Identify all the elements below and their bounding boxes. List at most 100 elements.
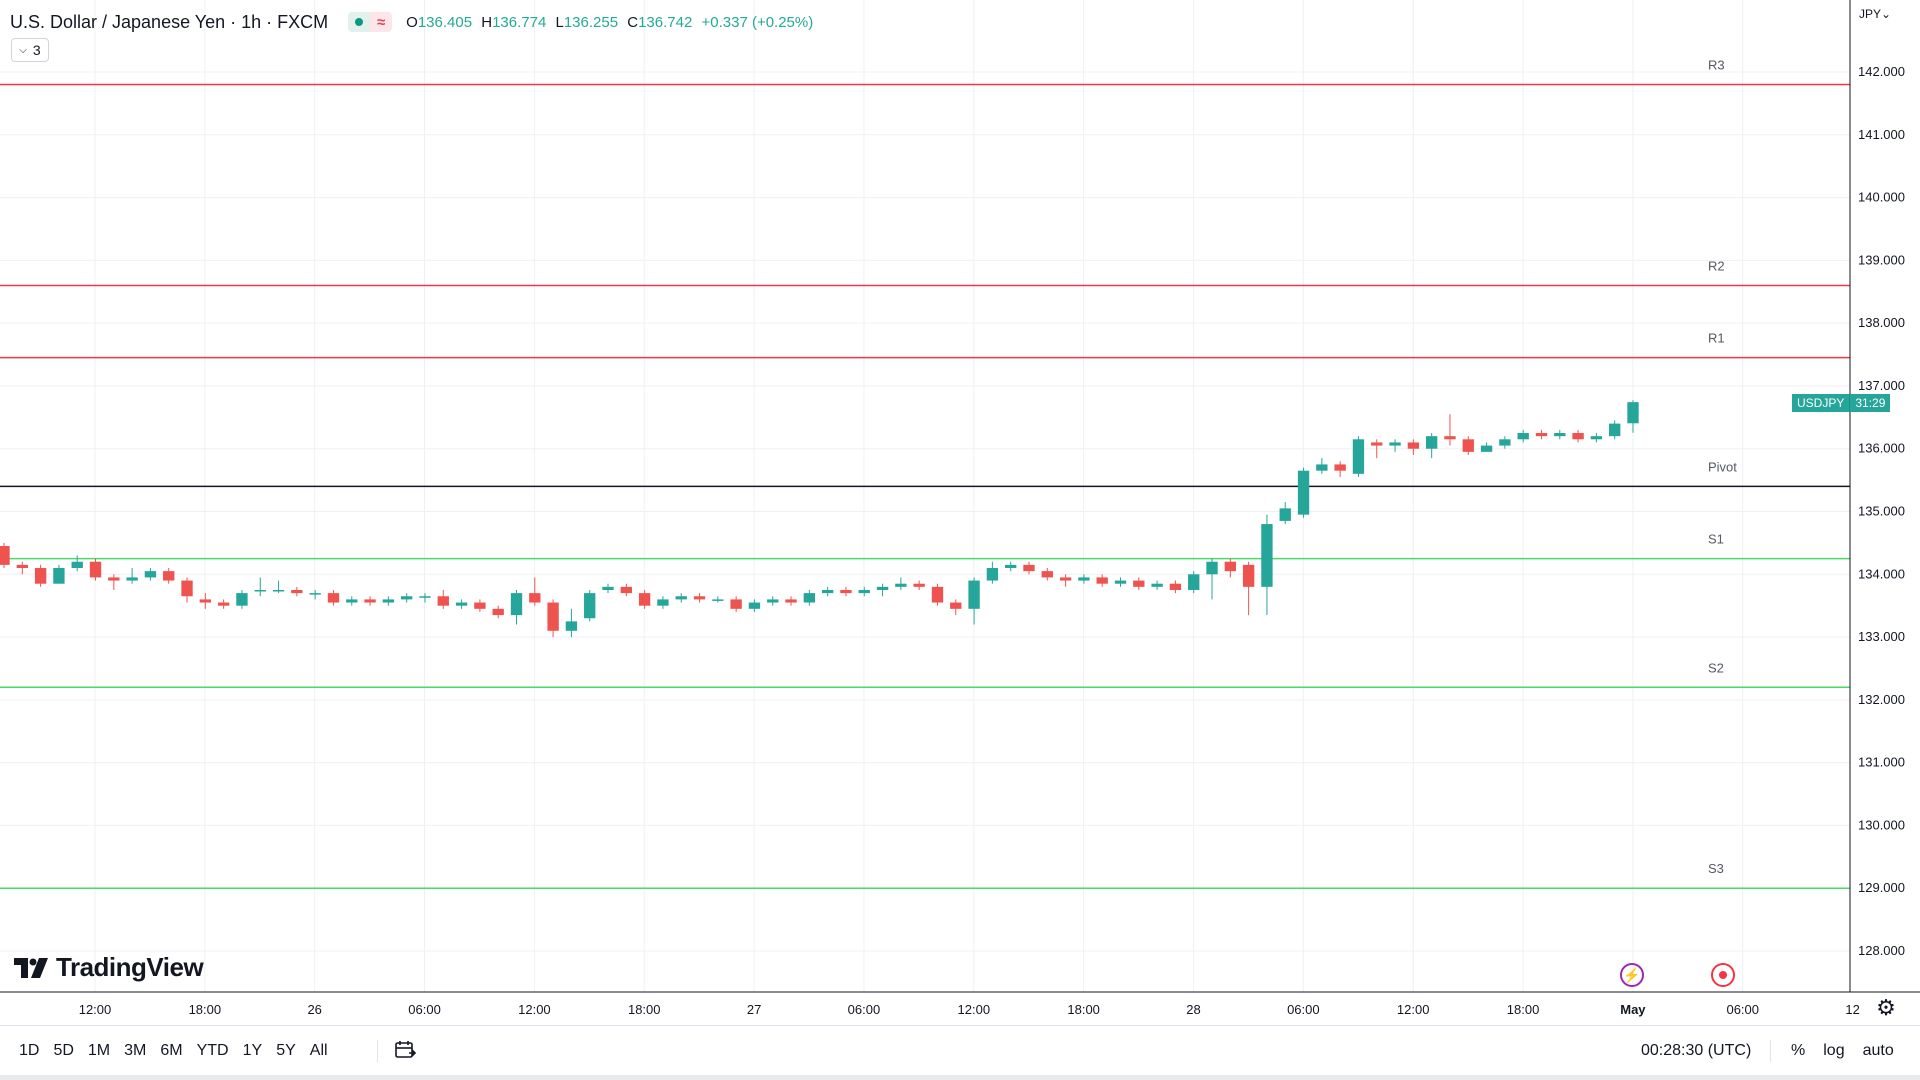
candle (419, 593, 431, 603)
candle (1407, 439, 1420, 455)
range-button-5y[interactable]: 5Y (276, 1042, 296, 1059)
candle (748, 599, 761, 612)
range-button-ytd[interactable]: YTD (196, 1042, 229, 1059)
candle (89, 558, 102, 581)
time-tick-label: 06:00 (1726, 1002, 1759, 1017)
candle (1444, 414, 1456, 446)
pivot-levels: R3 R2 R1 Pivot S1 S2 S3 (0, 58, 1850, 889)
candle (858, 586, 870, 597)
candle (71, 555, 83, 572)
time-tick-label: 06:00 (408, 1002, 441, 1017)
time-tick-label: 06:00 (848, 1002, 881, 1017)
range-button-5d[interactable]: 5D (53, 1042, 74, 1059)
candle (1261, 514, 1273, 616)
range-button-all[interactable]: All (309, 1042, 328, 1059)
gear-icon[interactable]: ⚙ (1876, 995, 1896, 1020)
candle-body (510, 593, 523, 616)
candle (53, 564, 65, 584)
candle-body (1297, 470, 1310, 515)
candle-body (547, 602, 559, 631)
candle (1078, 574, 1090, 584)
candle-body (986, 568, 999, 581)
candle-body (272, 589, 285, 592)
tradingview-logo[interactable]: TradingView (14, 952, 204, 983)
candle (0, 542, 10, 569)
candle-body (382, 599, 395, 603)
candle-body (71, 561, 83, 569)
range-button-3m[interactable]: 3M (124, 1042, 147, 1059)
candle (529, 577, 541, 606)
candle-body (565, 621, 578, 631)
lightning-event-icon[interactable]: ⚡ (1620, 963, 1644, 987)
utc-clock[interactable]: 00:28:30 (UTC) (1641, 1042, 1752, 1059)
price-tick-label: 138.000 (1858, 315, 1905, 330)
candle (1425, 433, 1438, 459)
market-open-dot-icon[interactable] (348, 12, 371, 32)
candle (1590, 433, 1603, 443)
candle (1188, 571, 1200, 594)
level-label-s2: S2 (1708, 660, 1724, 675)
candle-body (419, 596, 431, 598)
calendar-goto-icon[interactable] (394, 1040, 416, 1060)
candle-body (602, 586, 614, 590)
level-label-r2: R2 (1708, 258, 1725, 273)
candle-body (1425, 436, 1438, 449)
candle (840, 586, 852, 597)
candle (1462, 436, 1474, 455)
candle (785, 596, 797, 606)
candle-body (1499, 439, 1511, 446)
candle-body (657, 599, 669, 606)
candle-body (1352, 439, 1365, 474)
close-value: 136.742 (638, 13, 693, 31)
candle (455, 599, 468, 609)
candles (0, 400, 1639, 638)
candle-body (291, 589, 303, 594)
price-tick-label: 140.000 (1858, 190, 1905, 205)
record-event-icon[interactable] (1711, 963, 1735, 987)
symbol-title[interactable]: U.S. Dollar / Japanese Yen · 1h · FXCM (10, 11, 329, 32)
currency-selector[interactable]: JPY⌄ (1859, 7, 1891, 21)
candle (1169, 580, 1182, 594)
time-axis[interactable]: 12:00 18:00 26 06:00 12:00 18:00 27 06:00 12:00 1… (79, 1002, 1860, 1017)
time-tick-label: 18:00 (628, 1002, 661, 1017)
candle (1572, 429, 1584, 443)
date-range-buttons: 1D 5D 1M 3M 6M YTD 1Y 5Y All (12, 1026, 335, 1076)
range-button-1m[interactable]: 1M (87, 1042, 111, 1059)
candle (327, 589, 340, 606)
time-tick-label: 28 (1186, 1002, 1200, 1017)
time-tick-label: 27 (747, 1002, 761, 1017)
auto-scale-toggle[interactable]: auto (1862, 1042, 1894, 1059)
candle (382, 596, 395, 606)
wave-icon[interactable]: ≈ (370, 12, 393, 32)
candle (803, 589, 816, 606)
candle (1334, 461, 1346, 477)
indicators-toggle-button[interactable]: ⌵ 3 (11, 38, 49, 62)
price-tick-label: 134.000 (1858, 566, 1905, 581)
candle-body (968, 580, 980, 609)
price-axis[interactable]: 128.000 129.000 130.000 131.000 132.000 133.0… (1858, 64, 1905, 958)
high-label: H (481, 13, 493, 31)
range-button-1y[interactable]: 1Y (242, 1042, 263, 1059)
candle-body (199, 599, 212, 603)
grid-lines (0, 0, 1850, 992)
toolbar-divider (1770, 1040, 1771, 1062)
candle-body (584, 593, 596, 619)
candle-body (529, 593, 541, 603)
log-scale-toggle[interactable]: log (1823, 1042, 1845, 1059)
candle (1371, 439, 1383, 459)
level-label-r1: R1 (1708, 331, 1725, 346)
candle (1554, 429, 1566, 440)
candle-body (144, 571, 157, 578)
candle-body (1206, 561, 1218, 575)
time-tick-label: May (1620, 1002, 1646, 1017)
percent-scale-toggle[interactable]: % (1791, 1042, 1806, 1059)
candle-body (53, 568, 65, 584)
candle-body (950, 602, 962, 609)
range-button-6m[interactable]: 6M (160, 1042, 183, 1059)
change-value: +0.337 (+0.25%) (701, 13, 814, 31)
candle (565, 608, 578, 638)
range-button-1d[interactable]: 1D (19, 1042, 40, 1059)
candle-body (1151, 583, 1163, 587)
candle-body (1041, 571, 1053, 578)
